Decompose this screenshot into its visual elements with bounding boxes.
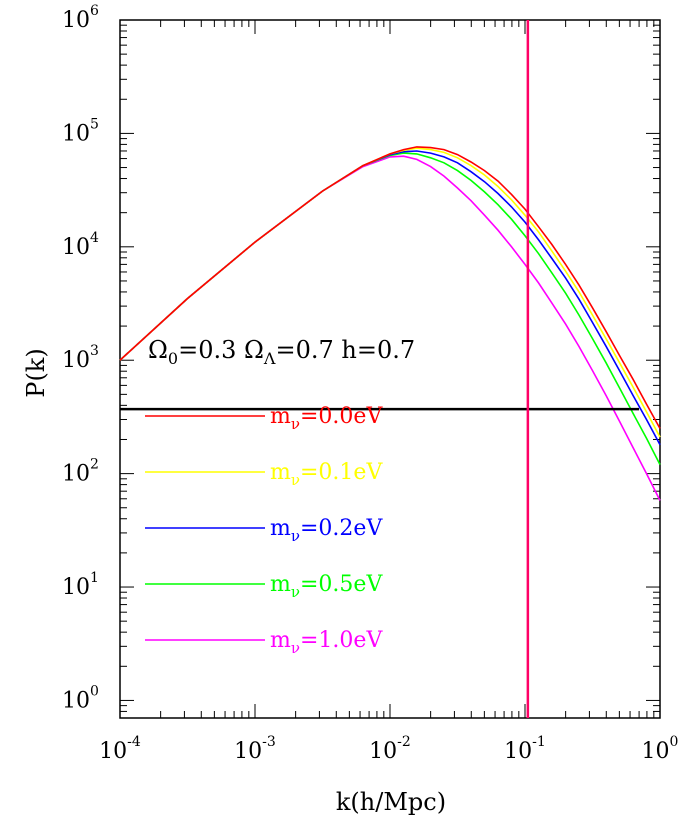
series-line-10ev <box>119 155 661 501</box>
series-line-02ev <box>119 150 661 446</box>
series-line-01ev <box>119 147 661 438</box>
legend-label: mν=1.0eV <box>270 628 383 657</box>
legend-label: mν=0.2eV <box>270 516 383 545</box>
x-tick-label: 10-4 <box>99 734 141 764</box>
x-axis-title: k(h/Mpc) <box>336 788 446 816</box>
x-tick-label: 10-3 <box>234 734 276 764</box>
legend: mν=0.0eV mν=0.1eV mν=0.2eV mν=0.5eV mν=1.0eV <box>145 404 383 657</box>
x-tick-label: 10-2 <box>369 734 411 764</box>
series-line-05ev <box>119 152 661 465</box>
y-axis-title: P(k) <box>22 348 50 397</box>
cosmology-parameters-annotation: Ω0=0.3 ΩΛ=0.7 h=0.7 <box>148 336 415 368</box>
y-tick-label: 103 <box>62 343 99 373</box>
y-tick-label: 100 <box>62 683 99 713</box>
y-tick-label: 102 <box>62 457 99 487</box>
series-line-00ev <box>119 146 661 429</box>
axis-ticks <box>119 19 661 719</box>
series-group <box>119 146 661 501</box>
legend-label: mν=0.5eV <box>270 572 383 601</box>
plot-frame <box>119 19 661 719</box>
x-tick-label: 100 <box>642 734 679 764</box>
x-tick-label: 10-1 <box>504 734 546 764</box>
y-tick-label: 101 <box>62 570 99 600</box>
legend-label: mν=0.1eV <box>270 460 383 489</box>
legend-label: mν=0.0eV <box>270 404 383 433</box>
reference-lines <box>120 20 640 718</box>
plot-area <box>119 19 661 719</box>
y-tick-label: 106 <box>62 3 99 33</box>
y-tick-label: 104 <box>62 230 99 260</box>
y-tick-label: 105 <box>62 116 99 146</box>
